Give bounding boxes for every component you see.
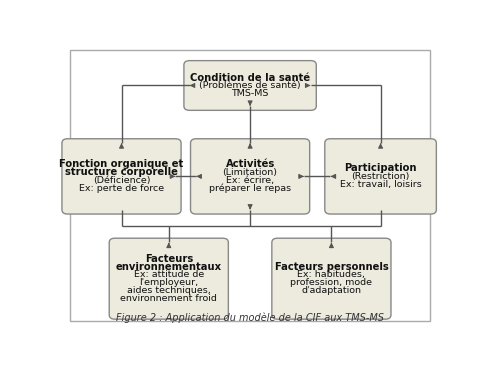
Text: aides techniques,: aides techniques, (127, 286, 211, 295)
Text: Condition de la santé: Condition de la santé (190, 73, 310, 83)
Text: environnementaux: environnementaux (116, 262, 222, 272)
Text: d'adaptation: d'adaptation (302, 286, 362, 295)
FancyBboxPatch shape (70, 50, 430, 321)
Text: Figure 2 : Application du modèle de la CIF aux TMS-MS: Figure 2 : Application du modèle de la C… (116, 313, 384, 323)
Text: (Restriction): (Restriction) (351, 172, 410, 181)
Text: Ex: travail, loisirs: Ex: travail, loisirs (340, 180, 422, 189)
Text: l'employeur,: l'employeur, (139, 278, 198, 287)
FancyBboxPatch shape (109, 238, 228, 319)
Text: structure corporelle: structure corporelle (65, 168, 178, 177)
Text: environnement froid: environnement froid (121, 294, 217, 303)
Text: profession, mode: profession, mode (290, 278, 372, 287)
Text: Facteurs: Facteurs (144, 254, 193, 264)
Text: Participation: Participation (345, 163, 417, 173)
Text: TMS-MS: TMS-MS (231, 89, 269, 98)
Text: (Déficience): (Déficience) (93, 176, 150, 185)
Text: Ex: habitudes,: Ex: habitudes, (298, 270, 366, 279)
FancyBboxPatch shape (190, 139, 310, 214)
Text: (Limitation): (Limitation) (223, 168, 278, 177)
Text: Ex: perte de force: Ex: perte de force (79, 184, 164, 193)
Text: Activités: Activités (225, 159, 275, 169)
Text: Ex: attitude de: Ex: attitude de (134, 270, 204, 279)
FancyBboxPatch shape (325, 139, 436, 214)
FancyBboxPatch shape (62, 139, 181, 214)
Text: Facteurs personnels: Facteurs personnels (275, 262, 388, 272)
Text: préparer le repas: préparer le repas (209, 184, 291, 193)
Text: Fonction organique et: Fonction organique et (60, 159, 183, 169)
Text: Ex: écrire,: Ex: écrire, (226, 176, 274, 185)
FancyBboxPatch shape (272, 238, 391, 319)
FancyBboxPatch shape (184, 61, 316, 110)
Text: (Problèmes de santé): (Problèmes de santé) (199, 81, 301, 90)
